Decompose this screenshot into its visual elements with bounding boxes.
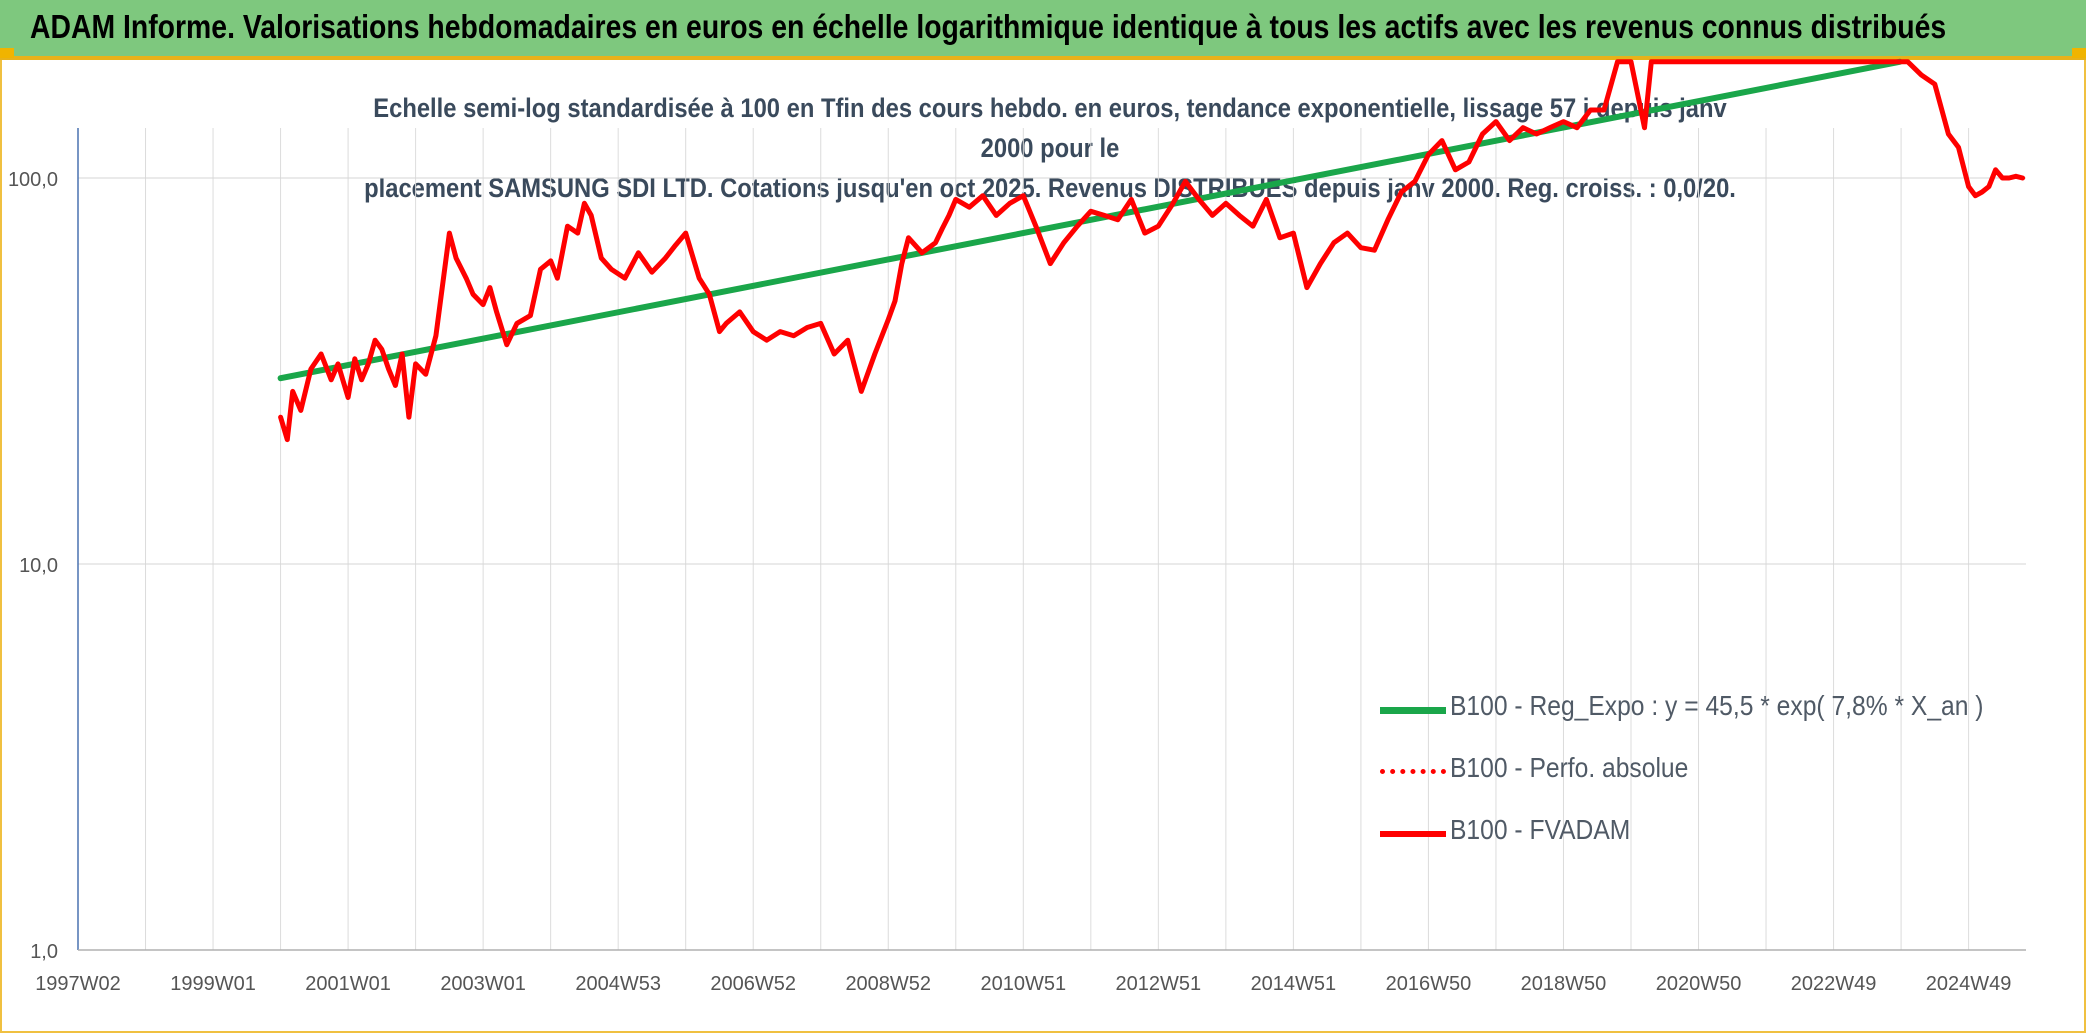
header-banner: ADAM Informe. Valorisations hebdomadaire… <box>0 0 2086 60</box>
chart-title: Echelle semi-log standardisée à 100 en T… <box>270 88 1830 208</box>
legend-symbol-green-line <box>1380 707 1446 714</box>
x-tick-label: 2006W52 <box>710 973 796 995</box>
x-tick-label: 2022W49 <box>1791 973 1877 995</box>
series-layer <box>277 58 2026 443</box>
legend-label-fvadam: B100 - FVADAM <box>1450 814 1631 845</box>
legend-symbol-red-dotted <box>1380 769 1446 774</box>
chart-title-line-1: Echelle semi-log standardisée à 100 en T… <box>373 93 1727 163</box>
corner-marker-left <box>0 48 14 58</box>
x-tick-label: 2008W52 <box>845 973 931 995</box>
y-tick-label: 1,0 <box>30 941 58 963</box>
x-tick-label: 2001W01 <box>305 973 391 995</box>
x-tick-label: 2003W01 <box>440 973 526 995</box>
x-tick-label: 1999W01 <box>170 973 256 995</box>
axis-layer: 1,0 10,0 100,0 1997W02 1999W01 2001W01 2003W01… <box>8 128 2026 995</box>
x-tick-label: 2016W50 <box>1386 973 1472 995</box>
x-tick-label: 2024W49 <box>1926 973 2012 995</box>
y-tick-label: 100,0 <box>8 169 58 191</box>
series-line-fvadam <box>278 59 2026 443</box>
x-tick-label: 2020W50 <box>1656 973 1742 995</box>
x-tick-label: 2010W51 <box>980 973 1066 995</box>
series-line-regression <box>277 58 1903 382</box>
legend-label-regression: B100 - Reg_Expo : y = 45,5 * exp( 7,8% *… <box>1450 690 1984 721</box>
legend-symbol-red-line <box>1380 831 1446 837</box>
legend-label-perfo: B100 - Perfo. absolue <box>1450 752 1689 783</box>
report-title: ADAM Informe. Valorisations hebdomadaire… <box>30 8 1947 45</box>
x-tick-label: 2014W51 <box>1251 973 1337 995</box>
x-tick-label: 1997W02 <box>35 973 121 995</box>
corner-marker-right <box>2072 48 2086 58</box>
x-tick-label: 2004W53 <box>575 973 661 995</box>
grid-layer <box>77 128 2026 951</box>
x-tick-label: 2012W51 <box>1116 973 1202 995</box>
x-tick-label: 2018W50 <box>1521 973 1607 995</box>
y-tick-label: 10,0 <box>19 555 58 577</box>
